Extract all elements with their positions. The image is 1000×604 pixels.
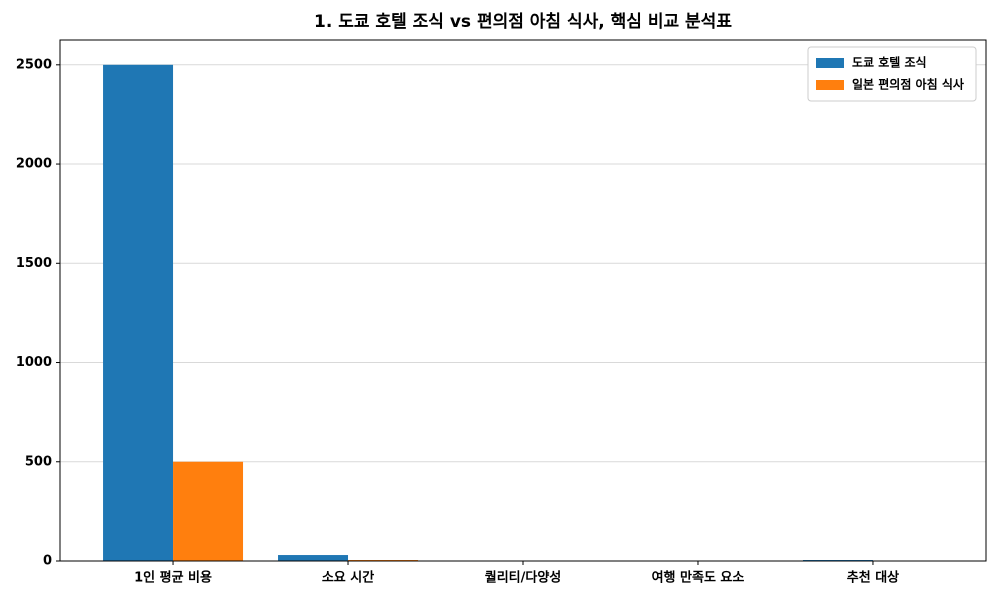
- x-tick-label: 퀄리티/다양성: [485, 570, 562, 586]
- bar: [173, 461, 244, 561]
- plot-frame: [59, 39, 987, 562]
- y-tick-label: 500: [25, 454, 52, 469]
- legend-swatch: [816, 80, 844, 90]
- bar: [278, 555, 349, 561]
- bar: [103, 64, 174, 562]
- legend-label: 일본 편의점 아침 식사: [852, 77, 964, 92]
- x-tick-label: 추천 대상: [847, 570, 899, 586]
- y-tick-label: 1000: [16, 355, 52, 370]
- legend-box: [807, 46, 977, 102]
- y-tick-label: 0: [43, 554, 52, 569]
- legend-label: 도쿄 호텔 조식: [852, 55, 927, 70]
- y-tick-label: 2500: [16, 57, 52, 72]
- y-tick-label: 1500: [16, 256, 52, 271]
- x-tick-label: 소요 시간: [322, 570, 374, 586]
- chart-title: 1. 도쿄 호텔 조식 vs 편의점 아침 식사, 핵심 비교 분석표: [314, 11, 732, 32]
- x-tick-label: 여행 만족도 요소: [652, 570, 745, 586]
- x-tick-label: 1인 평균 비용: [134, 570, 212, 586]
- y-tick-label: 2000: [16, 157, 52, 172]
- legend-swatch: [816, 58, 844, 68]
